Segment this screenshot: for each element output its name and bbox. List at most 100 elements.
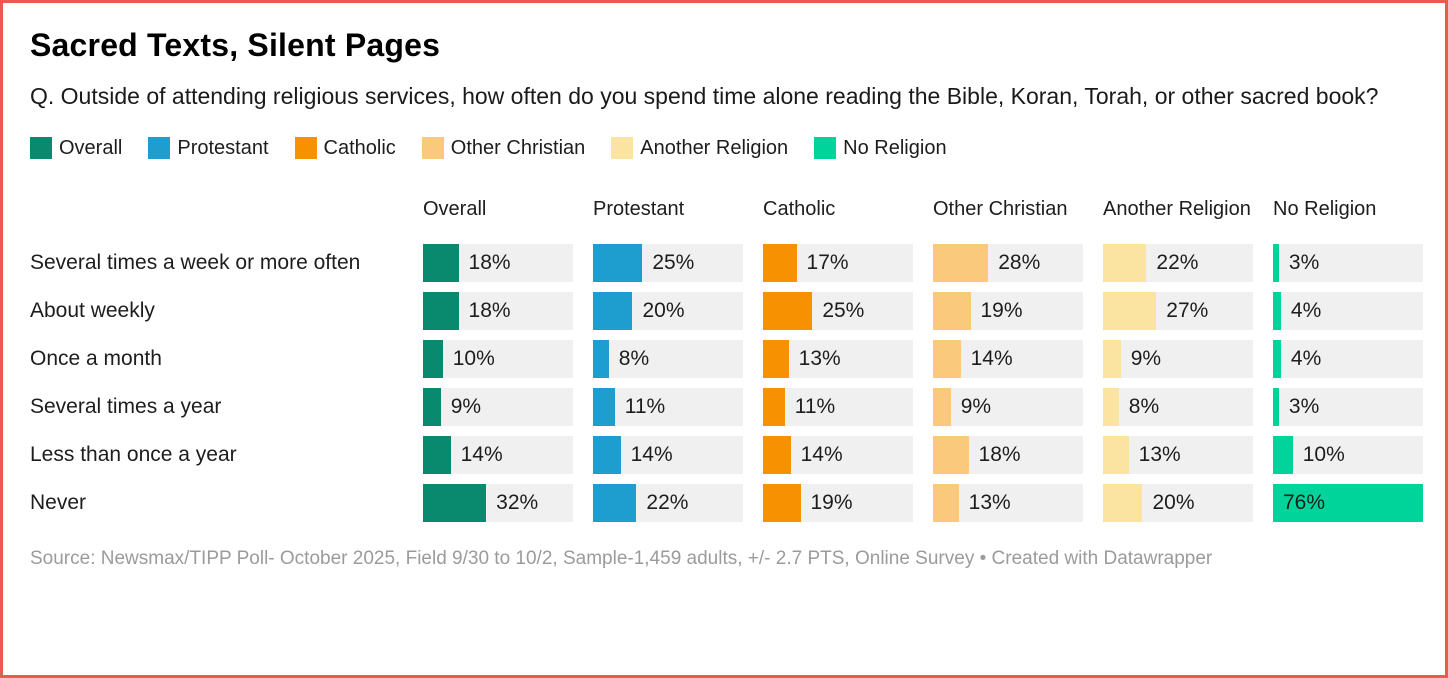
bar-fill — [423, 339, 443, 378]
bar-fill — [593, 483, 637, 522]
bar-value-label: 4% — [1290, 346, 1322, 370]
bar-value-label: 11% — [794, 394, 836, 418]
bar-value-label: 14% — [460, 442, 503, 466]
bar-value-label: 14% — [970, 346, 1013, 370]
legend-swatch-icon — [611, 137, 634, 160]
bar-fill — [1273, 243, 1279, 282]
chart-body: Sacred Texts, Silent Pages Q. Outside of… — [3, 3, 1445, 675]
bar-track: 18% — [933, 435, 1083, 474]
datawrapper-attribution-link[interactable]: Created with Datawrapper — [991, 547, 1213, 569]
bar-track: 9% — [1103, 339, 1253, 378]
bar-track: 13% — [763, 339, 913, 378]
legend-label: Another Religion — [640, 136, 789, 159]
column-header: Catholic — [763, 197, 836, 220]
bar-fill — [763, 339, 789, 378]
bar-value-label: 9% — [1130, 346, 1162, 370]
legend-item: Catholic — [294, 137, 396, 160]
bar-fill — [933, 291, 971, 330]
bar-track: 9% — [933, 387, 1083, 426]
bar-value-label: 13% — [968, 490, 1011, 514]
bar-fill — [423, 243, 459, 282]
bar-value-label: 14% — [800, 442, 843, 466]
bar-fill — [1273, 483, 1423, 522]
legend-swatch-icon — [814, 137, 837, 160]
bar-value-label: 8% — [1128, 394, 1160, 418]
bar-track: 19% — [763, 483, 913, 522]
legend-item: Overall — [30, 137, 122, 160]
bar-fill — [933, 243, 989, 282]
bar-fill — [933, 483, 959, 522]
row-label: Once a month — [30, 346, 162, 370]
bar-track: 20% — [1103, 483, 1253, 522]
legend: Overall Protestant Catholic Other Christian… — [30, 137, 1419, 160]
bar-track: 28% — [933, 243, 1083, 282]
bar-fill — [933, 387, 951, 426]
column-header: No Religion — [1273, 197, 1377, 220]
chart-title: Sacred Texts, Silent Pages — [30, 27, 441, 63]
source-text: Source: Newsmax/TIPP Poll- October 2025,… — [30, 547, 975, 569]
legend-item: Another Religion — [611, 137, 788, 160]
bar-fill — [1103, 339, 1121, 378]
bar-value-label: 8% — [618, 346, 650, 370]
bar-track: 13% — [1103, 435, 1253, 474]
bar-value-label: 13% — [798, 346, 841, 370]
bar-fill — [763, 387, 785, 426]
bar-track: 76% — [1273, 483, 1423, 522]
bar-value-label: 19% — [980, 298, 1023, 322]
bar-value-label: 20% — [1152, 490, 1195, 514]
bar-chart-rows: Several times a week or more often 18% 25%… — [30, 243, 1423, 522]
bar-track: 27% — [1103, 291, 1253, 330]
chart-subtitle: Q. Outside of attending religious servic… — [30, 83, 1379, 109]
column-header: Another Religion — [1103, 197, 1251, 220]
bar-value-label: 9% — [960, 394, 992, 418]
bar-track: 3% — [1273, 243, 1423, 282]
bar-fill — [423, 435, 451, 474]
legend-label: Protestant — [177, 136, 269, 159]
bar-track: 13% — [933, 483, 1083, 522]
source-footer: Source: Newsmax/TIPP Poll- October 2025,… — [30, 548, 1419, 570]
bar-track: 14% — [593, 435, 743, 474]
bar-fill — [1103, 387, 1119, 426]
bar-fill — [763, 483, 801, 522]
column-header: Protestant — [593, 197, 685, 220]
bar-fill — [593, 387, 615, 426]
legend-label: Overall — [59, 136, 123, 159]
bar-track: 11% — [763, 387, 913, 426]
bar-track: 9% — [423, 387, 573, 426]
footer-separator: • — [979, 547, 987, 569]
column-header: Overall — [423, 197, 487, 220]
bar-fill — [1103, 243, 1147, 282]
legend-swatch-icon — [148, 137, 171, 160]
bar-value-label: 3% — [1288, 394, 1320, 418]
bar-value-label: 13% — [1138, 442, 1181, 466]
bar-track: 22% — [1103, 243, 1253, 282]
bar-value-label: 19% — [810, 490, 853, 514]
bar-value-label: 76% — [1283, 490, 1326, 514]
bar-track: 25% — [763, 291, 913, 330]
legend-label: No Religion — [843, 136, 947, 159]
bar-fill — [933, 435, 969, 474]
bar-value-label: 25% — [822, 298, 865, 322]
bar-value-label: 4% — [1290, 298, 1322, 322]
bar-value-label: 20% — [642, 298, 685, 322]
bar-fill — [1273, 291, 1281, 330]
bar-track: 10% — [423, 339, 573, 378]
bar-track: 8% — [1103, 387, 1253, 426]
bar-value-label: 27% — [1166, 298, 1209, 322]
bar-fill — [763, 243, 797, 282]
bar-fill — [763, 291, 813, 330]
row-label: Less than once a year — [30, 442, 237, 466]
row-label: Several times a year — [30, 394, 222, 418]
bar-value-label: 18% — [468, 250, 511, 274]
bar-fill — [593, 291, 633, 330]
bar-track: 14% — [423, 435, 573, 474]
legend-item: No Religion — [814, 136, 947, 160]
bar-fill — [1273, 339, 1281, 378]
bar-track: 10% — [1273, 435, 1423, 474]
legend-swatch-icon — [421, 137, 444, 160]
bar-value-label: 32% — [496, 490, 539, 514]
bar-fill — [423, 387, 441, 426]
row-label: Never — [30, 490, 87, 514]
bar-track: 8% — [593, 339, 743, 378]
bar-fill — [933, 339, 961, 378]
